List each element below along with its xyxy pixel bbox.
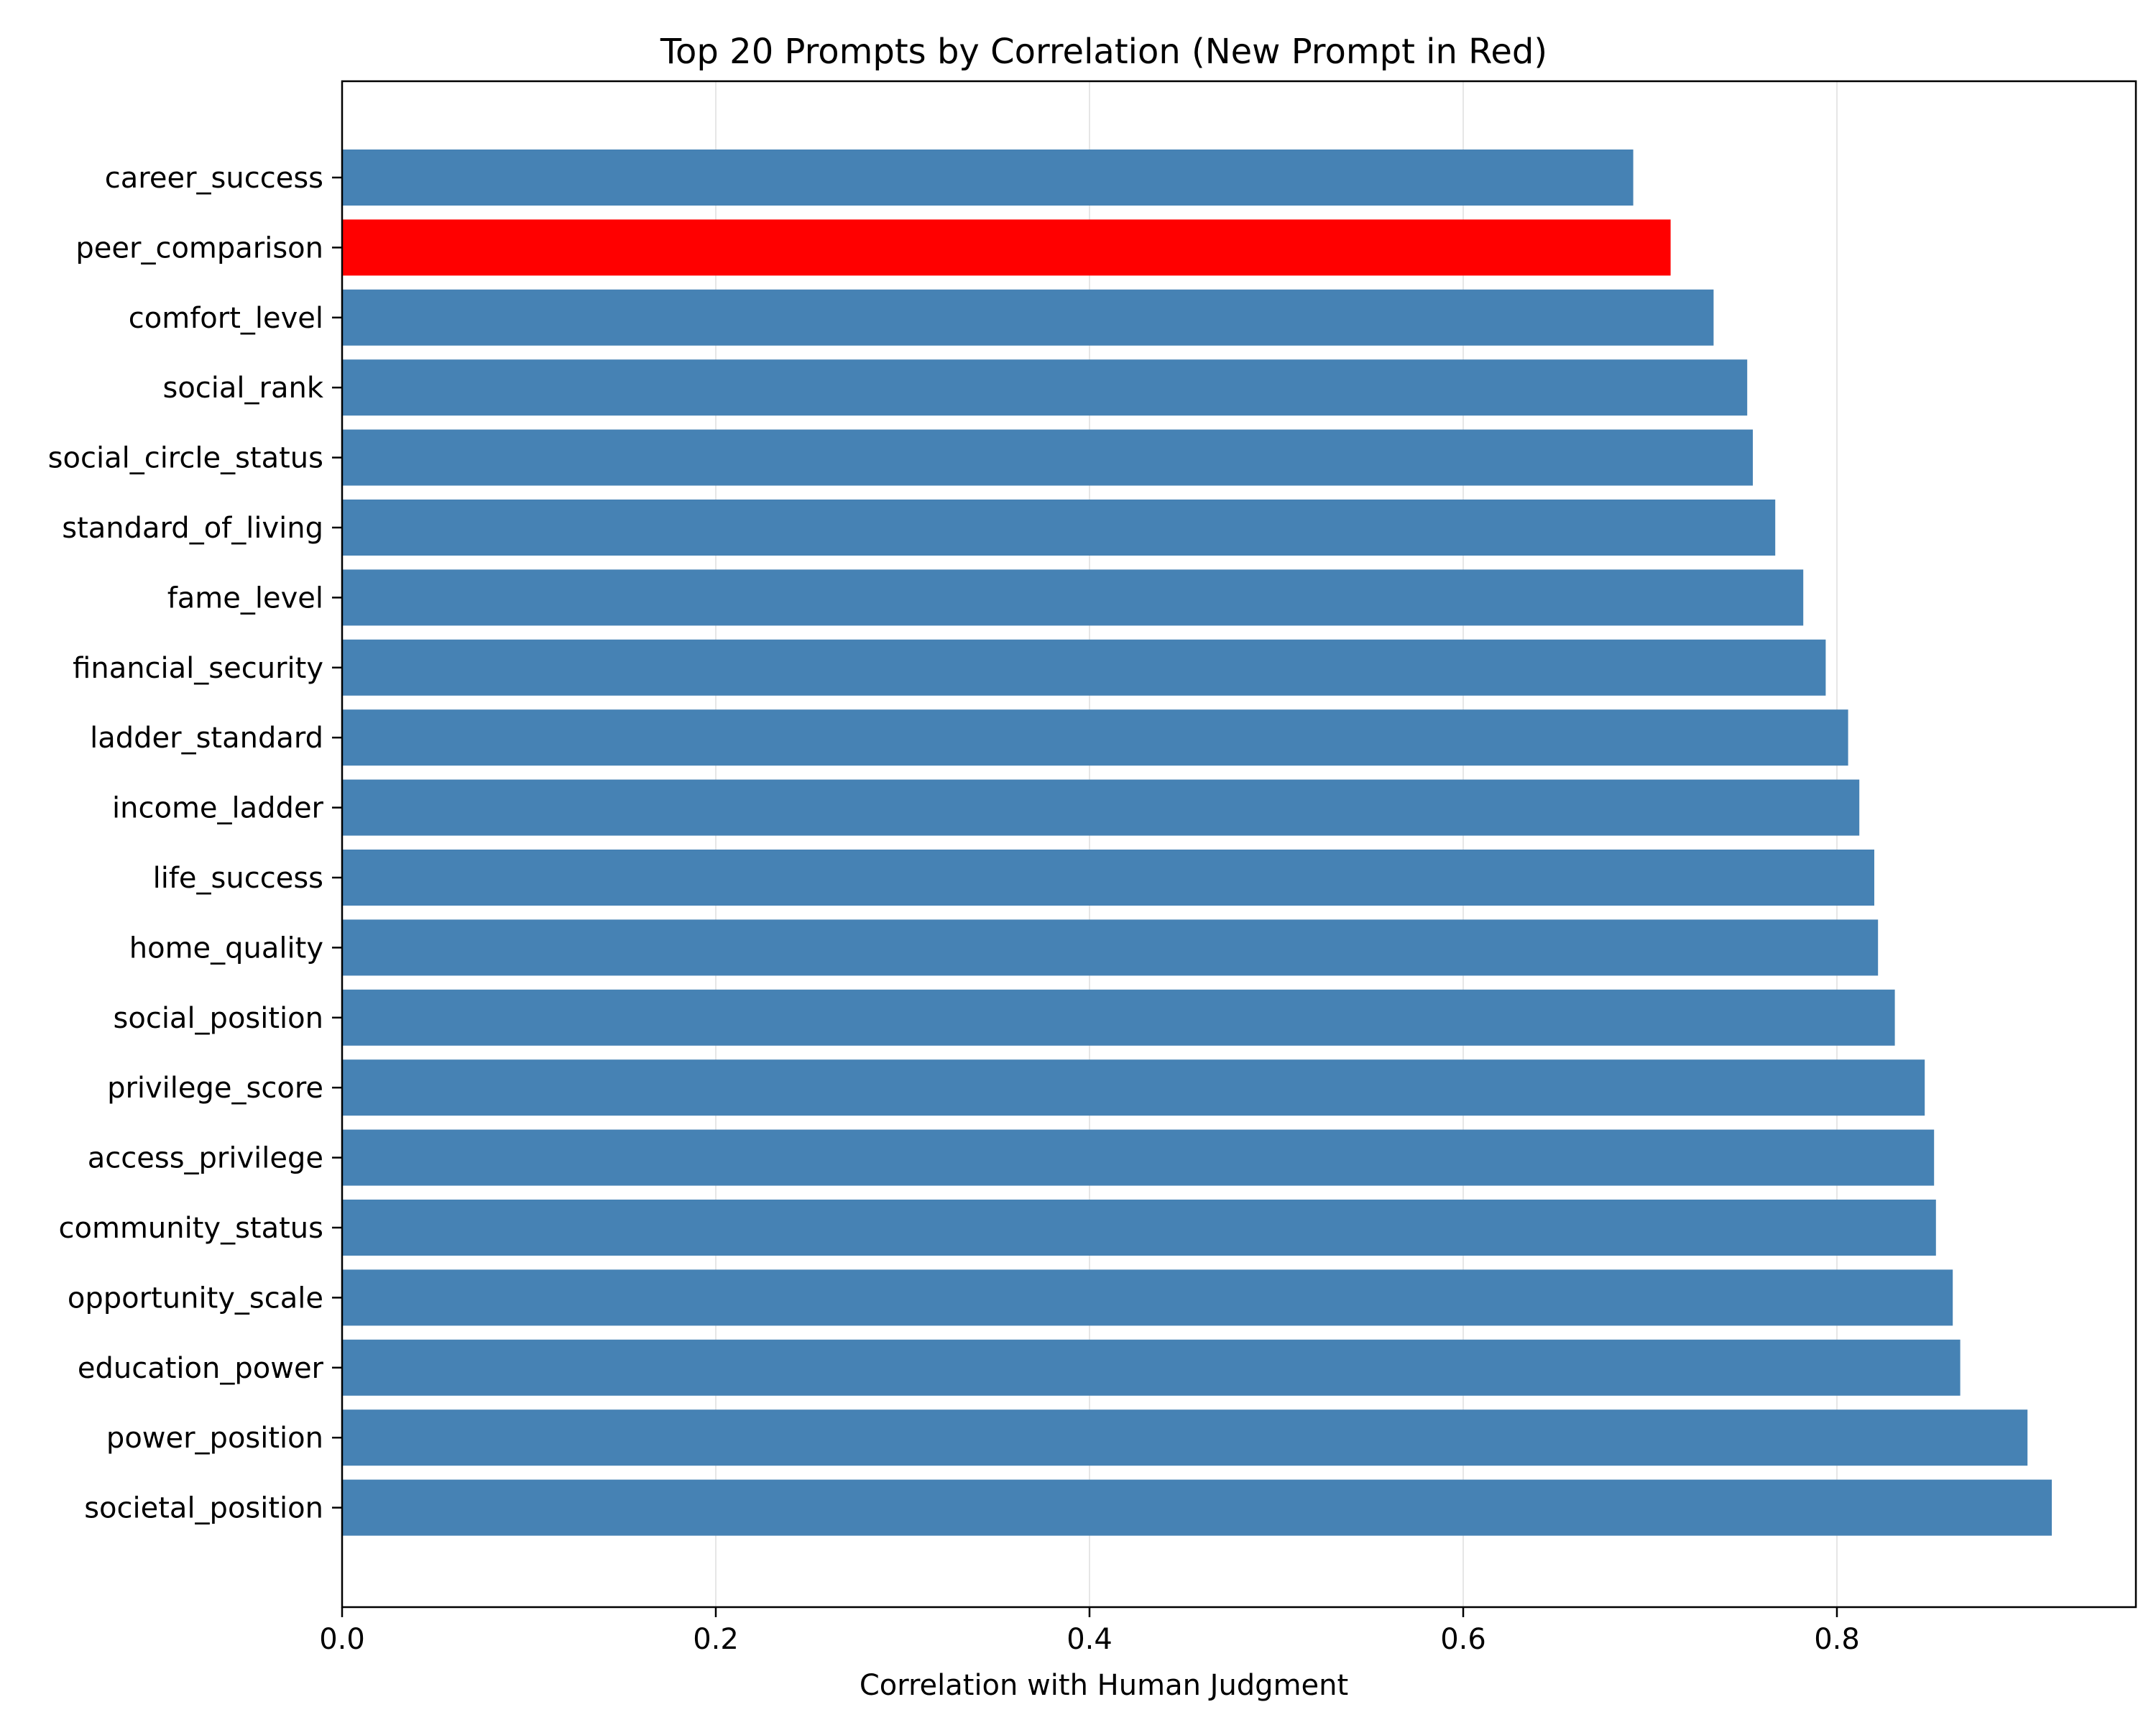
category-label-opportunity-scale: opportunity_scale [68,1282,323,1315]
bar-peer-comparison [342,219,1671,276]
category-label-access-privilege: access_privilege [88,1142,323,1175]
category-label-fame-level: fame_level [167,581,323,615]
x-tick-label: 0.6 [1440,1623,1486,1656]
bars-group [342,150,2052,1536]
bar-standard-of-living [342,500,1776,556]
bar-social-circle-status [342,429,1753,486]
category-label-life-success: life_success [153,862,323,895]
bar-power-position [342,1409,2028,1466]
x-tick-label: 0.4 [1067,1623,1112,1656]
category-label-ladder-standard: ladder_standard [90,722,323,755]
bar-home-quality [342,919,1879,976]
category-label-privilege-score: privilege_score [107,1072,323,1105]
plot-frame [341,80,2137,1609]
category-label-education-power: education_power [78,1352,324,1385]
category-label-social-rank: social_rank [162,372,323,405]
category-label-career-success: career_success [105,162,323,195]
bar-fame-level [342,569,1804,626]
x-ticks: 0.0 0.2 0.4 0.6 0.8 [319,1607,1860,1656]
bar-privilege-score [342,1059,1925,1116]
category-label-community-status: community_status [59,1212,323,1245]
bar-education-power [342,1339,1961,1396]
category-label-social-position: social_position [114,1002,323,1035]
bar-income-ladder [342,779,1860,836]
x-tick-label: 0.0 [319,1623,365,1656]
bar-comfort-level [342,289,1714,346]
bar-community-status [342,1200,1936,1256]
category-label-societal-position: societal_position [84,1492,323,1525]
category-label-home-quality: home_quality [129,932,323,965]
bar-societal-position [342,1479,2052,1536]
category-label-income-ladder: income_ladder [112,792,324,825]
bar-life-success [342,850,1874,906]
bar-social-rank [342,359,1748,416]
category-label-peer-comparison: peer_comparison [75,231,323,264]
chart-title: Top 20 Prompts by Correlation (New Promp… [660,32,1547,72]
category-label-comfort-level: comfort_level [129,302,323,335]
x-axis-label: Correlation with Human Judgment [860,1669,1348,1702]
bar-opportunity-scale [342,1269,1953,1326]
bar-social-position [342,989,1895,1046]
x-tick-label: 0.8 [1814,1623,1860,1656]
bar-access-privilege [342,1129,1935,1186]
category-label-financial-security: financial_security [73,652,323,685]
category-labels: career_success peer_comparison comfort_lev… [48,162,342,1525]
category-label-power-position: power_position [106,1422,323,1455]
category-label-social-circle-status: social_circle_status [48,442,323,475]
bar-ladder-standard [342,709,1848,766]
bar-career-success [342,150,1634,206]
category-label-standard-of-living: standard_of_living [62,512,323,545]
bar-financial-security [342,639,1826,696]
x-tick-label: 0.2 [693,1623,739,1656]
